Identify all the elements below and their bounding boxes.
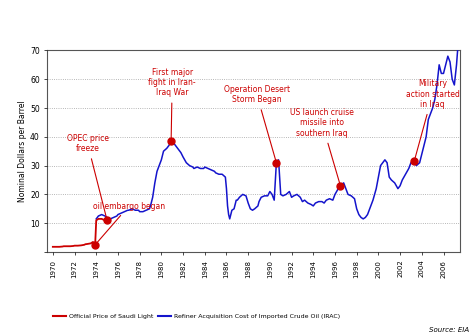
- Text: First major
fight in Iran-
Iraq War: First major fight in Iran- Iraq War: [148, 68, 196, 138]
- Y-axis label: Nominal Dollars per Barrel: Nominal Dollars per Barrel: [18, 100, 27, 202]
- Text: OPEC price
freeze: OPEC price freeze: [66, 134, 109, 218]
- Legend: Official Price of Saudi Light, Refiner Acquisition Cost of Imported Crude Oil (I: Official Price of Saudi Light, Refiner A…: [51, 311, 342, 322]
- Text: Military
action started
in Iraq: Military action started in Iraq: [406, 79, 460, 159]
- Text: US launch cruise
missile into
southern Iraq: US launch cruise missile into southern I…: [290, 108, 354, 183]
- Text: Operation Desert
Storm Began: Operation Desert Storm Began: [224, 85, 290, 160]
- Text: Source: EIA: Source: EIA: [429, 327, 469, 333]
- Text: oil embargo began: oil embargo began: [93, 202, 165, 243]
